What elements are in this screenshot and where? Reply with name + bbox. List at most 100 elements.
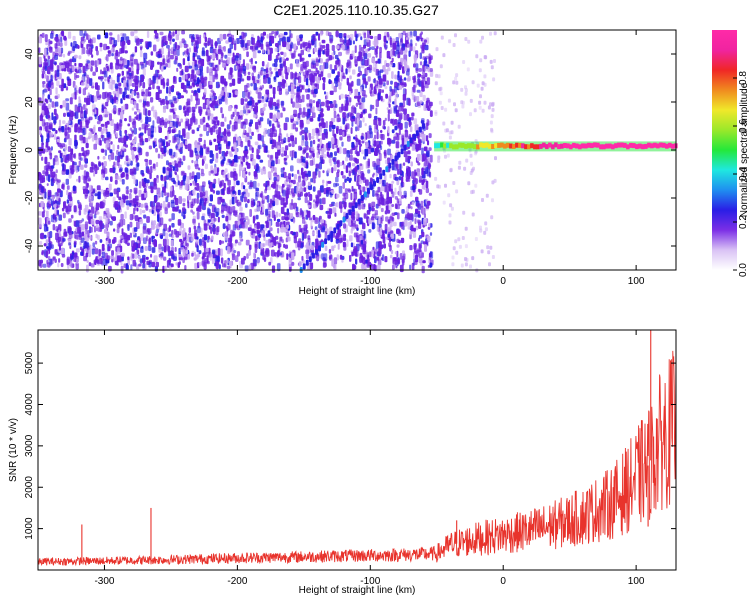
spectrogram-cell (364, 233, 367, 240)
spectrogram-cell (359, 163, 363, 167)
spectrogram-cell (92, 242, 95, 248)
spectrogram-cell (378, 216, 381, 225)
spectrogram-cell (87, 230, 90, 238)
spectrogram-cell (367, 169, 371, 174)
spectrogram-cell (319, 198, 322, 205)
spectrogram-cell (392, 42, 397, 50)
spectrogram-cell (382, 120, 386, 126)
spectrogram-cell (231, 78, 236, 86)
spectrogram-cell (355, 126, 358, 132)
spectrogram-cell (68, 138, 72, 146)
spectrogram-cell (303, 162, 306, 168)
spectrogram-cell (182, 198, 186, 202)
spectrogram-cell (345, 68, 348, 75)
spectrogram-cell (342, 182, 345, 189)
spectrogram-cell (134, 35, 138, 40)
spectrogram-cell (98, 220, 103, 226)
spectrogram-cell (100, 69, 102, 75)
spectrogram-cell (103, 229, 108, 234)
spectrogram-cell (257, 74, 260, 79)
spectrogram-cell (179, 41, 183, 48)
spectrogram-cell (124, 103, 129, 110)
spectrogram-cell (44, 62, 49, 67)
spectrogram-cell (254, 61, 258, 64)
spectrogram-cell (306, 229, 309, 234)
spectrogram-cell (194, 254, 199, 260)
spectrogram-cell (426, 77, 431, 85)
spectrogram-cell (200, 233, 203, 238)
spectrogram-cell (128, 115, 132, 123)
spectrogram-cell (237, 60, 241, 64)
spectrogram-cell (388, 203, 392, 212)
spectrogram-cell (366, 36, 370, 43)
spectrogram-cell (241, 257, 245, 265)
spectrogram-cell (71, 190, 74, 194)
spectrogram-cell (62, 212, 66, 219)
spectrogram-cell (417, 138, 421, 144)
spectrogram-cell (133, 139, 136, 148)
spectrogram-cell (409, 35, 413, 39)
spectrogram-cell (338, 84, 342, 90)
spectrogram-cell (111, 39, 114, 45)
spectrogram-cell (89, 184, 93, 193)
spectrogram-cell (187, 55, 190, 62)
spectrogram-cell (324, 62, 329, 69)
spectrogram-cell (163, 191, 167, 196)
spectrogram-cell (402, 162, 406, 166)
spectrogram-cell (170, 54, 174, 60)
spectrogram-cell (180, 170, 185, 176)
spectrogram-cell (46, 183, 49, 187)
spectrogram-cell (374, 248, 378, 255)
spectrogram-cell (179, 185, 183, 190)
spectrogram-cell (126, 205, 130, 211)
spectrogram-cell (184, 65, 189, 73)
spectrogram-cell (310, 70, 314, 78)
spectrogram-cell (57, 181, 61, 189)
spectrogram-cell (393, 221, 397, 227)
spectrogram-cell (157, 75, 161, 80)
spectrogram-cell (303, 74, 307, 83)
spectrogram-cell (138, 127, 142, 131)
spectrogram-cell (186, 176, 190, 184)
spectrogram-cell (105, 101, 109, 107)
spectrogram-cell (94, 113, 97, 120)
spectrogram-cell (167, 34, 172, 41)
spectrogram-cell (322, 197, 326, 205)
spectrogram-cell (320, 71, 324, 77)
spectrogram-cell (152, 163, 156, 169)
spectrogram-cell (415, 208, 419, 214)
spectrogram-cell (229, 43, 234, 50)
spectrogram-cell (84, 164, 88, 168)
spectrogram-cell (244, 91, 247, 100)
spectrogram-cell (299, 228, 303, 233)
spectrogram-cell (211, 153, 215, 162)
spectrogram-cell (287, 236, 291, 242)
spectrogram-cell (63, 112, 66, 117)
spectrogram-cell (44, 191, 47, 199)
spectrogram-cell (195, 239, 199, 244)
spectrogram-cell (209, 139, 212, 146)
spectrogram-cell (328, 249, 332, 254)
spectrogram-cell (171, 213, 175, 221)
spectrogram-cell (355, 258, 358, 265)
spectrogram-cell (180, 82, 185, 89)
spectrogram-cell (108, 238, 111, 244)
spectrogram-cell (62, 120, 66, 124)
spectrogram-cell (253, 215, 256, 221)
spectrogram-cell (184, 121, 188, 129)
spectrogram-cell (67, 127, 70, 131)
spectrogram-cell (142, 181, 146, 188)
spectrogram-cell (98, 216, 103, 222)
spectrogram-cell (178, 105, 182, 111)
spectrogram-cell (362, 222, 366, 230)
spectrogram-cell (287, 136, 291, 143)
spectrogram-cell (100, 76, 104, 80)
spectrogram-cell (117, 34, 120, 43)
spectrogram-cell (89, 202, 93, 207)
spectrogram-cell (113, 161, 116, 166)
spectrogram-cell (427, 226, 431, 230)
spectrogram-cell (285, 117, 289, 123)
spectrogram-cell (222, 232, 225, 237)
spectrogram-cell (270, 257, 273, 264)
spectrogram-cell (425, 205, 430, 209)
